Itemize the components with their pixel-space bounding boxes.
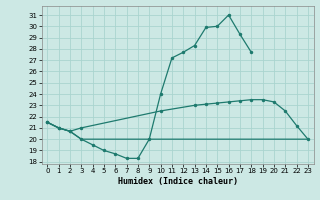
X-axis label: Humidex (Indice chaleur): Humidex (Indice chaleur) <box>118 177 237 186</box>
